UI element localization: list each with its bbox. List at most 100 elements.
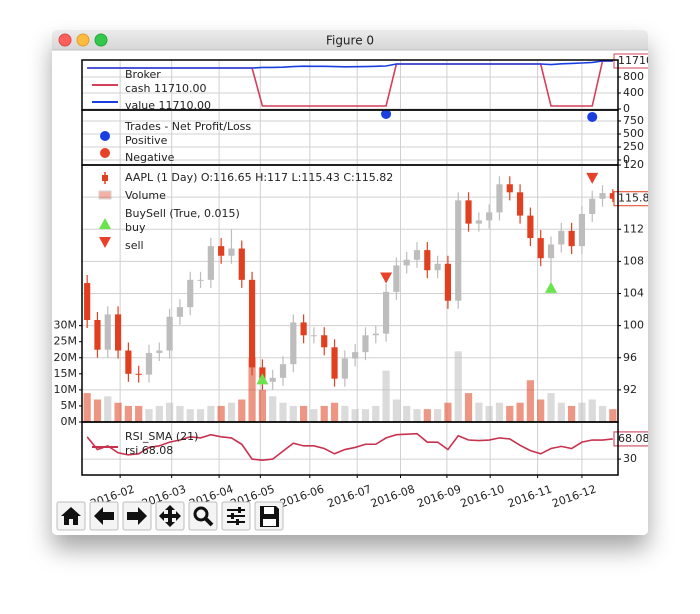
legend-title: Broker [125, 68, 161, 81]
volume-bar [114, 402, 122, 422]
volume-bar [310, 409, 318, 422]
legend: RSI_SMA (21)rsi 68.08 [92, 430, 198, 457]
volume-bar [83, 393, 91, 422]
volume-bar [124, 405, 132, 422]
signal-marker [586, 172, 599, 184]
candle-body [578, 213, 586, 247]
last-value-label: 115.82 [618, 192, 657, 205]
volume-bar [269, 396, 277, 422]
candle-body [444, 263, 452, 301]
candle-body [424, 250, 431, 271]
volume-tick-label: 10M [54, 383, 78, 396]
window-title: Figure 0 [326, 34, 374, 48]
candle-body [166, 316, 173, 351]
legend-swatch [99, 237, 111, 248]
volume-bar [526, 380, 534, 422]
volume-bar [516, 402, 524, 422]
legend-title: Trades - Net Profit/Loss [124, 120, 251, 133]
candle-body [176, 307, 184, 317]
volume-bar [176, 405, 184, 422]
volume-bar [289, 405, 297, 422]
y-tick-label: 112 [623, 222, 644, 235]
candle-body [207, 246, 214, 280]
home-button[interactable] [56, 501, 86, 531]
last-value-tag [613, 431, 648, 447]
volume-bar [464, 393, 473, 422]
legend-label: sell [125, 239, 144, 252]
legend-label: rsi 68.08 [125, 444, 173, 457]
candle-body [486, 212, 493, 221]
volume-bar [145, 409, 153, 422]
forward-button[interactable] [122, 501, 152, 531]
volume-bar [248, 357, 256, 422]
volume-bar [578, 402, 586, 422]
candle-body [310, 335, 318, 337]
legend-title: RSI_SMA (21) [125, 430, 198, 443]
candle-body [434, 263, 441, 271]
candle-body [331, 347, 338, 379]
candle-body [228, 248, 235, 256]
candle-body [125, 350, 132, 374]
legend: AAPL (1 Day) O:116.65 H:117 L:115.43 C:1… [98, 171, 393, 252]
zoom-tool-button[interactable] [188, 501, 218, 531]
volume-tick-label: 30M [54, 319, 78, 332]
zoom-button[interactable] [94, 33, 108, 47]
candle-body [156, 350, 163, 353]
candle-body [84, 283, 91, 321]
candle-body [496, 184, 503, 213]
y-tick-label: 400 [623, 86, 644, 99]
candle-body [589, 198, 596, 214]
candle-body [279, 364, 287, 378]
candle-body [382, 291, 390, 334]
signal-marker [380, 272, 393, 284]
pan-button[interactable] [155, 501, 185, 531]
candle-body [403, 259, 410, 266]
volume-bar [423, 409, 431, 422]
y-tick-label: 104 [623, 287, 644, 300]
legend-title: BuySell (True, 0.015) [125, 207, 240, 220]
y-tick-label: 800 [623, 70, 644, 83]
volume-bar [403, 405, 411, 422]
save-button[interactable] [254, 501, 284, 531]
volume-bar [392, 399, 400, 422]
close-button[interactable] [58, 33, 72, 47]
legend-label: Negative [125, 151, 175, 164]
signal-marker [256, 373, 269, 385]
y-tick-label: 100 [623, 319, 644, 332]
subplots-button[interactable] [221, 501, 251, 531]
y-tick-label: 0 [623, 153, 630, 166]
volume-tick-label: 5M [61, 399, 78, 412]
candle-body [300, 322, 307, 336]
y-tick-label: 0 [623, 102, 630, 115]
volume-bar [207, 405, 215, 422]
candle-body [238, 248, 245, 280]
volume-bar [258, 389, 266, 422]
y-tick-label: 92 [623, 383, 637, 396]
legend-swatch [102, 175, 108, 181]
volume-bar [186, 409, 194, 422]
volume-bar [93, 399, 102, 422]
trade-marker [381, 110, 392, 119]
volume-bar [217, 405, 225, 422]
volume-bar [279, 402, 287, 422]
candle-body [94, 320, 101, 350]
candle-body [218, 246, 225, 256]
volume-bar [454, 351, 462, 422]
y-tick-label: 108 [623, 254, 644, 267]
volume-bar [495, 402, 504, 422]
legend-label: Volume [125, 189, 166, 202]
last-value-label: 11710.00 [618, 54, 671, 67]
back-button[interactable] [89, 501, 119, 531]
volume-bar [155, 405, 163, 422]
legend-swatch [99, 218, 111, 229]
minimize-button[interactable] [76, 33, 90, 47]
last-value-tag [613, 191, 648, 207]
y-tick-label: 96 [623, 351, 637, 364]
y-tick-label: 30 [623, 452, 637, 465]
candle-body [352, 352, 359, 359]
